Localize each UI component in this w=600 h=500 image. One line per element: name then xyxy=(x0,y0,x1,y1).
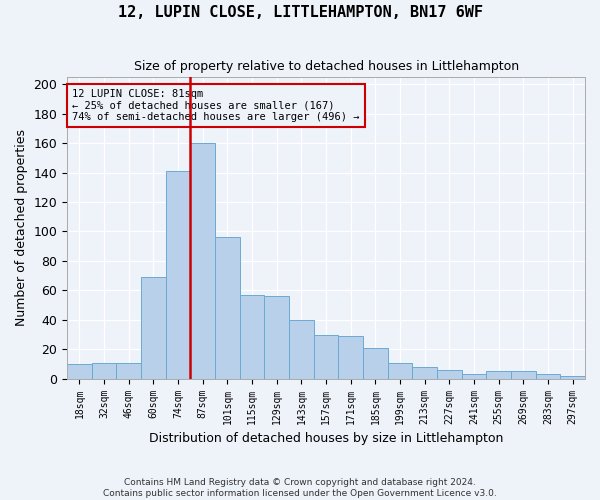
Bar xyxy=(511,372,536,378)
Text: Contains HM Land Registry data © Crown copyright and database right 2024.
Contai: Contains HM Land Registry data © Crown c… xyxy=(103,478,497,498)
Bar xyxy=(265,296,289,378)
Bar xyxy=(314,334,338,378)
X-axis label: Distribution of detached houses by size in Littlehampton: Distribution of detached houses by size … xyxy=(149,432,503,445)
Bar xyxy=(487,372,511,378)
Bar xyxy=(92,362,116,378)
Bar xyxy=(437,370,462,378)
Bar xyxy=(388,362,412,378)
Title: Size of property relative to detached houses in Littlehampton: Size of property relative to detached ho… xyxy=(134,60,518,73)
Bar xyxy=(338,336,363,378)
Bar xyxy=(462,374,487,378)
Bar xyxy=(240,295,265,378)
Bar xyxy=(412,367,437,378)
Bar xyxy=(67,364,92,378)
Y-axis label: Number of detached properties: Number of detached properties xyxy=(15,130,28,326)
Bar xyxy=(560,376,585,378)
Bar xyxy=(536,374,560,378)
Bar xyxy=(116,362,141,378)
Text: 12, LUPIN CLOSE, LITTLEHAMPTON, BN17 6WF: 12, LUPIN CLOSE, LITTLEHAMPTON, BN17 6WF xyxy=(118,5,482,20)
Text: 12 LUPIN CLOSE: 81sqm
← 25% of detached houses are smaller (167)
74% of semi-det: 12 LUPIN CLOSE: 81sqm ← 25% of detached … xyxy=(73,89,360,122)
Bar xyxy=(363,348,388,378)
Bar xyxy=(141,277,166,378)
Bar xyxy=(190,143,215,378)
Bar xyxy=(289,320,314,378)
Bar xyxy=(215,238,240,378)
Bar xyxy=(166,171,190,378)
